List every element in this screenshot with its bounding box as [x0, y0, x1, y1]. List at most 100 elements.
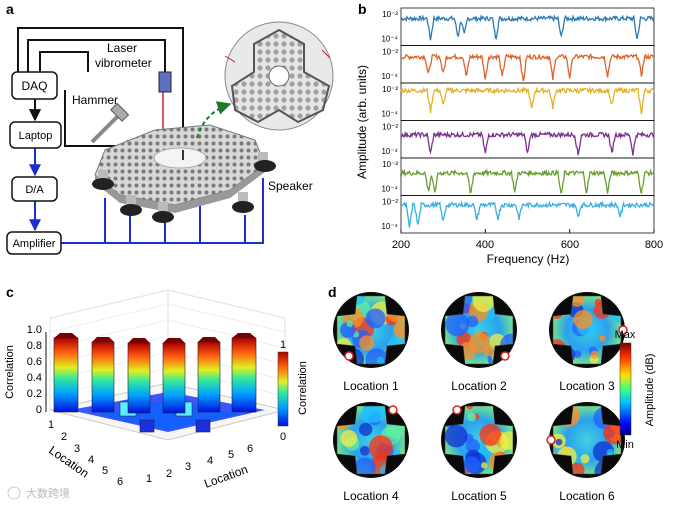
c-xtick: 3 — [74, 443, 80, 455]
panel-label-a: a — [6, 1, 14, 17]
map-label: Location 6 — [559, 489, 615, 503]
amplifier-label: Amplifier — [13, 238, 56, 250]
d-cbar-title: Amplitude (dB) — [644, 354, 656, 427]
series-line — [400, 168, 655, 194]
correlation-3d-chart — [45, 289, 286, 441]
series-line — [400, 85, 655, 115]
laptop-box: Laptop — [9, 121, 62, 149]
c-xtick: 5 — [102, 465, 108, 477]
field-map — [549, 292, 628, 368]
field-map — [441, 402, 517, 478]
speaker-icon — [120, 195, 142, 216]
laptop-label: Laptop — [19, 130, 53, 142]
c-xtick: 6 — [117, 476, 123, 488]
c-ztick: 0.4 — [27, 372, 42, 384]
source-marker-icon — [618, 325, 628, 335]
plate-photo-inset — [224, 21, 334, 131]
da-label: D/A — [25, 184, 44, 196]
subplot-frame — [400, 45, 655, 84]
speaker-icon — [152, 202, 174, 223]
c-ytick: 1 — [146, 473, 152, 485]
series-line — [400, 200, 655, 228]
b-ytick: 10⁻⁴ — [381, 222, 398, 231]
field-map — [441, 292, 517, 368]
b-ytick: 10⁻⁴ — [381, 110, 398, 119]
c-cbar-max: 1 — [280, 339, 286, 351]
source-marker-icon — [546, 435, 556, 445]
da-box: D/A — [11, 176, 58, 202]
c-xtick: 1 — [48, 419, 54, 431]
map-label: Location 2 — [451, 379, 507, 393]
correlation-colorbar — [277, 351, 289, 427]
map-label: Location 1 — [343, 379, 399, 393]
c-ztick: 0.8 — [27, 340, 42, 352]
subplot-frame — [400, 195, 655, 234]
b-ytick: 10⁻⁴ — [381, 72, 398, 81]
b-ytick: 10⁻² — [382, 10, 398, 19]
b-ytick: 10⁻² — [382, 85, 398, 94]
b-xtick: 600 — [561, 239, 579, 251]
diagonal-bars — [53, 333, 257, 414]
series-line — [400, 130, 655, 156]
daq-label: DAQ — [21, 79, 47, 93]
b-ytick: 10⁻⁴ — [381, 185, 398, 194]
c-cbar-min: 0 — [280, 431, 286, 443]
speaker-icon — [232, 192, 254, 213]
source-marker-icon — [452, 405, 462, 415]
amplitude-colorbar — [619, 342, 632, 436]
field-maps: Location 1 Location 2 Location 3 Location 4… — [333, 292, 628, 503]
c-x-ticks: 1 2 3 4 5 6 — [48, 419, 123, 488]
panel-label-b: b — [358, 1, 367, 17]
b-xlabel: Frequency (Hz) — [487, 252, 570, 266]
c-ztick: 0 — [36, 404, 42, 416]
field-map — [333, 292, 409, 368]
source-marker-icon — [500, 351, 510, 361]
b-xtick: 400 — [476, 239, 494, 251]
metamaterial-plate — [94, 124, 266, 213]
b-ytick: 10⁻² — [382, 160, 398, 169]
c-xtick: 2 — [61, 431, 67, 443]
c-xtick: 4 — [88, 454, 94, 466]
b-xtick: 200 — [392, 239, 410, 251]
b-xtick: 800 — [645, 239, 663, 251]
map-label: Location 4 — [343, 489, 399, 503]
daq-box: DAQ — [11, 71, 58, 100]
c-ztick: 0.6 — [27, 356, 42, 368]
watermark-text: 大数跨境 — [26, 486, 70, 500]
c-cbar-title: Correlation — [297, 361, 309, 415]
c-ytick: 6 — [247, 443, 253, 455]
panel-label-c: c — [6, 284, 14, 300]
watermark: 大数跨境 — [7, 486, 70, 500]
c-ztick: 1.0 — [27, 324, 42, 336]
subplot-frame — [400, 157, 655, 196]
b-ylabel: Amplitude (arb. units) — [355, 65, 369, 179]
frequency-response-chart: 10⁻² 10⁻⁴ 10⁻² 10⁻⁴ 10⁻² 10⁻⁴ 10⁻² 10⁻⁴ 10⁻² 10⁻⁴… — [381, 7, 655, 234]
field-map — [333, 402, 409, 478]
panel-label-d: d — [328, 284, 337, 300]
hammer-icon — [90, 102, 130, 144]
c-ztick: 0.2 — [27, 388, 42, 400]
c-ytick: 3 — [185, 461, 191, 473]
c-zlabel: Correlation — [4, 345, 16, 399]
c-y-ticks: 1 2 3 4 5 6 — [146, 443, 253, 485]
laser-label-2: vibrometer — [95, 56, 152, 70]
c-ytick: 2 — [166, 468, 172, 480]
amplifier-box: Amplifier — [6, 231, 62, 255]
source-marker-icon — [344, 351, 354, 361]
map-label: Location 5 — [451, 489, 507, 503]
laser-label-1: Laser — [107, 41, 137, 55]
hammer-label: Hammer — [72, 93, 118, 107]
speaker-icon — [254, 152, 276, 172]
d-cbar-max: Max — [615, 329, 636, 341]
subplot-frame — [400, 7, 655, 46]
b-ytick: 10⁻⁴ — [381, 147, 398, 156]
inset-pointer-arrow — [196, 101, 232, 139]
series-line — [400, 52, 655, 82]
source-marker-icon — [388, 405, 398, 415]
speaker-label: Speaker — [268, 179, 313, 193]
c-ytick: 4 — [207, 455, 213, 467]
c-ytick: 5 — [228, 449, 234, 461]
b-ytick: 10⁻² — [382, 48, 398, 57]
speaker-icon — [92, 170, 114, 190]
